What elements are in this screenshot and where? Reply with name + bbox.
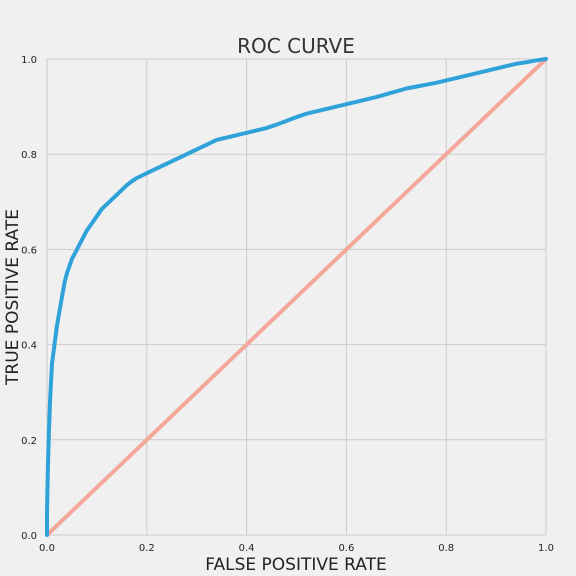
y-tick-label: 0.8 xyxy=(21,150,37,161)
grid xyxy=(46,58,547,536)
y-tick-label: 0.2 xyxy=(21,436,37,447)
x-tick-label: 0.0 xyxy=(39,543,55,554)
chart-title: ROC CURVE xyxy=(237,34,355,58)
x-tick-label: 0.2 xyxy=(139,543,155,554)
diagonal-reference-line xyxy=(45,57,548,537)
y-tick-label: 1.0 xyxy=(21,55,37,66)
y-tick-label: 0.6 xyxy=(21,245,37,256)
x-tick-labels: 0.0 0.2 0.4 0.6 0.8 1.0 xyxy=(39,543,554,554)
x-tick-label: 0.6 xyxy=(338,543,354,554)
y-tick-label: 0.4 xyxy=(21,341,37,352)
y-tick-label: 0.0 xyxy=(21,531,37,542)
x-tick-label: 1.0 xyxy=(538,543,554,554)
series xyxy=(45,57,548,537)
x-tick-label: 0.8 xyxy=(438,543,454,554)
x-axis-label: FALSE POSITIVE RATE xyxy=(205,555,386,575)
y-axis-label: TRUE POSITIVE RATE xyxy=(3,209,23,386)
roc-curve-line xyxy=(45,57,548,537)
x-tick-label: 0.4 xyxy=(239,543,255,554)
y-tick-labels: 0.0 0.2 0.4 0.6 0.8 1.0 xyxy=(21,55,37,542)
